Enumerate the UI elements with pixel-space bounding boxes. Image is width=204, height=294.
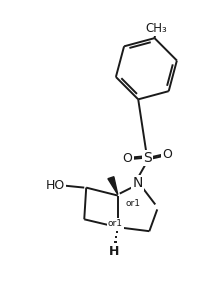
Text: HO: HO bbox=[46, 179, 65, 192]
Text: or1: or1 bbox=[108, 219, 123, 228]
Text: N: N bbox=[132, 176, 143, 190]
Text: CH₃: CH₃ bbox=[146, 22, 167, 35]
Text: H: H bbox=[109, 245, 119, 258]
Text: S: S bbox=[143, 151, 152, 165]
Text: or1: or1 bbox=[126, 199, 141, 208]
Text: O: O bbox=[162, 148, 172, 161]
Polygon shape bbox=[108, 177, 118, 195]
Text: O: O bbox=[123, 152, 133, 166]
